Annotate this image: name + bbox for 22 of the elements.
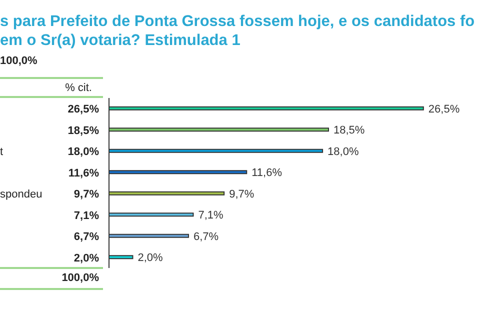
y-tick-label: t <box>0 146 4 158</box>
data-label: 26,5% <box>68 104 100 116</box>
text: 18,0% <box>328 146 359 158</box>
text: 2,0% <box>138 252 163 264</box>
y-tick-label: spondeu <box>0 188 42 201</box>
data-label: 6,7% <box>74 231 100 244</box>
text: 18,5% <box>333 124 365 137</box>
text: 7,1% <box>198 210 224 222</box>
text: 100,0% <box>62 272 99 284</box>
data-label: 9,7% <box>74 188 100 201</box>
text: 9,7% <box>229 188 254 200</box>
text: % cit. <box>65 82 92 94</box>
data-label: 18,5% <box>68 124 100 137</box>
data-label: 2,0% <box>74 252 100 264</box>
data-label: 7,1% <box>74 210 100 222</box>
data-label: 11,6% <box>68 167 100 180</box>
text: 100,0% <box>0 55 38 67</box>
chart-title: s para Prefeito de Ponta Grossa fossem hoje, e os candidatos fo em o Sr(a) votaria? Estimulada 1 <box>0 12 475 50</box>
text: 26,5% <box>428 103 460 116</box>
text: 11,6% <box>252 167 282 180</box>
data-label: 18,0% <box>68 146 100 158</box>
text: 6,7% <box>193 230 219 243</box>
